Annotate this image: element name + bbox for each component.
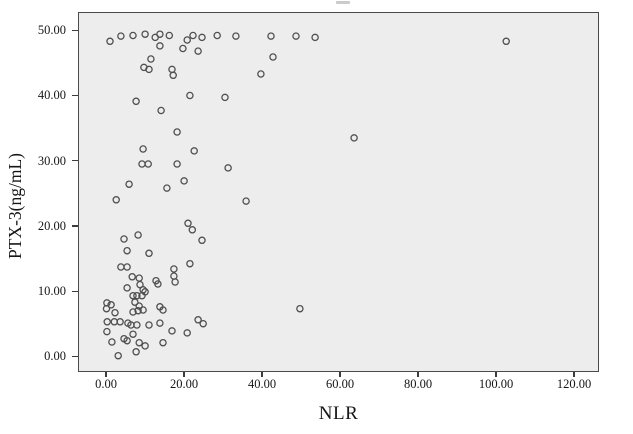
x-tick-label: 40.00	[248, 377, 277, 391]
y-tick-label: 10.00	[37, 284, 66, 299]
y-tick-mark	[72, 160, 78, 162]
x-axis-title: NLR	[318, 403, 359, 424]
top-edge-artifact	[336, 1, 350, 4]
y-tick-mark	[72, 290, 78, 292]
y-tick-label: 40.00	[37, 88, 66, 103]
x-tick-label: 100.00	[478, 377, 514, 391]
y-tick-label: 30.00	[37, 153, 66, 168]
y-tick-label: 50.00	[37, 23, 66, 38]
x-tick-label: 120.00	[556, 377, 592, 391]
y-tick-mark	[72, 29, 78, 31]
x-tick-mark	[261, 372, 263, 377]
x-tick-label: 20.00	[170, 377, 199, 391]
x-tick-mark	[183, 372, 185, 377]
x-tick-mark	[339, 372, 341, 377]
x-tick-label: 80.00	[403, 377, 433, 391]
y-tick-mark	[72, 355, 78, 358]
x-tick-mark	[105, 372, 107, 377]
x-tick-mark	[573, 372, 575, 377]
x-tick-label: 0.00	[95, 377, 117, 391]
y-tick-label: 0.00	[44, 349, 66, 364]
y-tick-mark	[72, 94, 78, 97]
y-axis-title: PTX-3(ng/mL)	[5, 153, 25, 259]
x-tick-mark	[417, 372, 419, 377]
y-tick-mark	[72, 225, 78, 227]
x-tick-label: 60.00	[325, 377, 355, 391]
y-tick-label: 20.00	[37, 218, 66, 233]
x-tick-mark	[495, 372, 497, 377]
plot-area	[78, 12, 599, 372]
